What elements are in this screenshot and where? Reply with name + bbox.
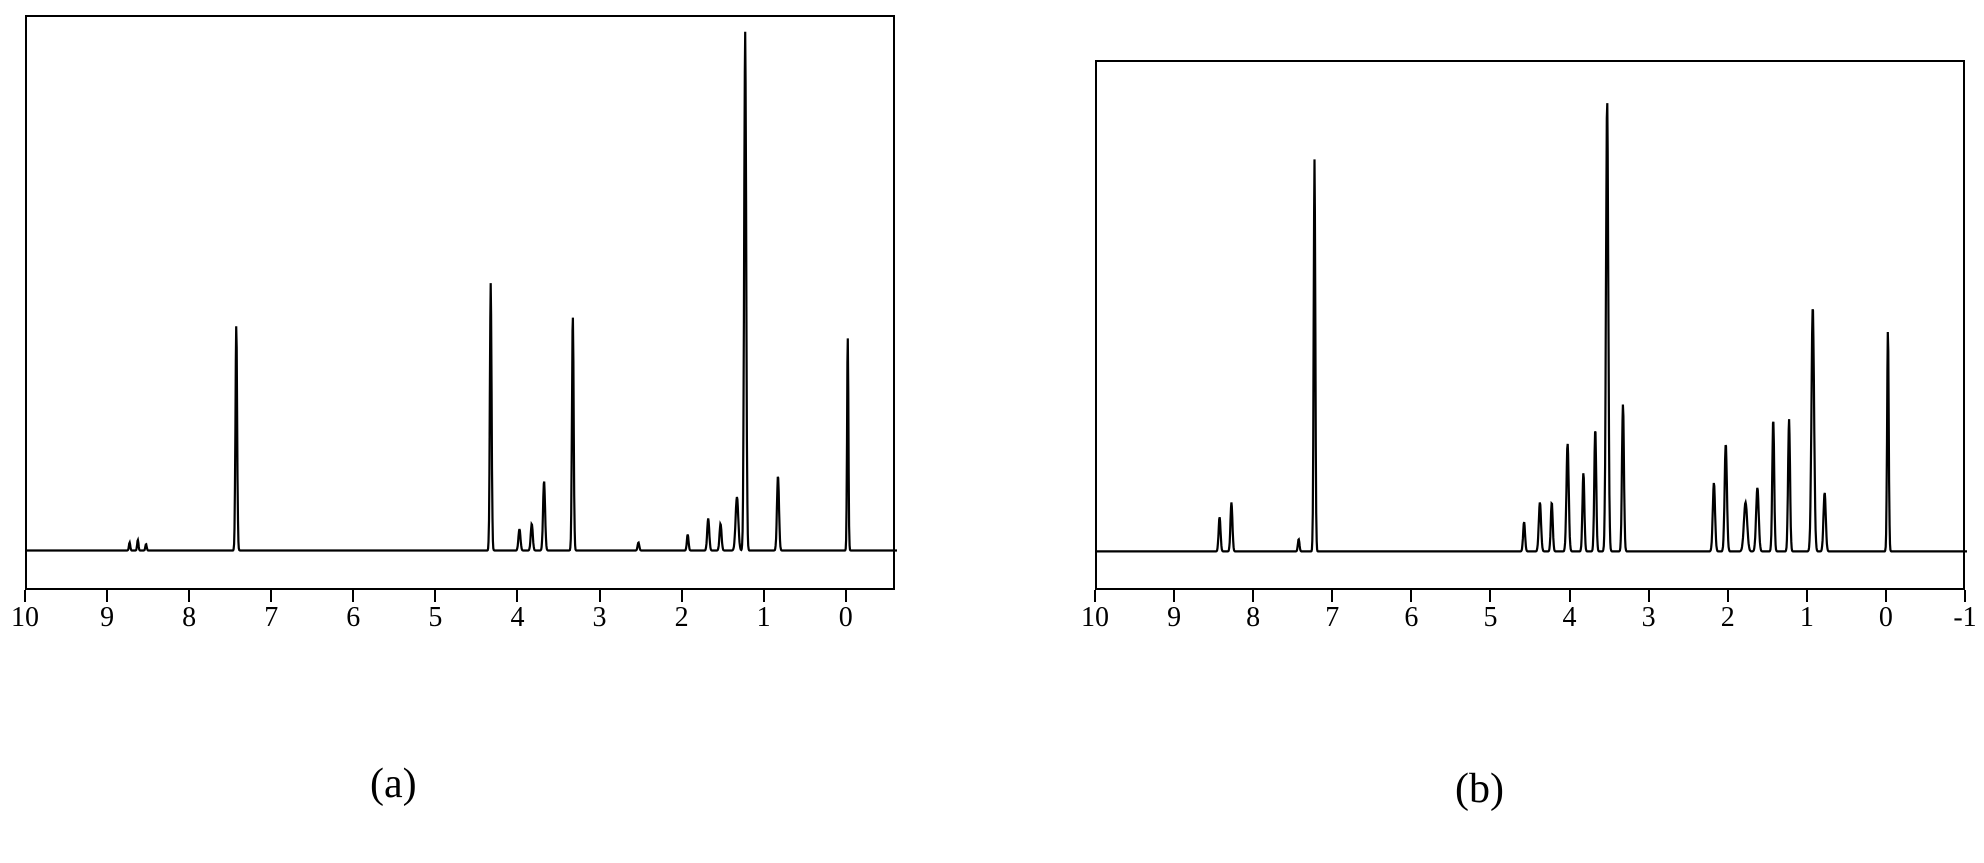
plot-box-b [1095, 60, 1965, 590]
axis-tick-label: 6 [1404, 602, 1418, 634]
spectrum-b [1097, 62, 1967, 592]
axis-tick-label: 3 [1642, 602, 1656, 634]
axis-tick-label: 0 [839, 602, 853, 634]
axis-tick-label: 5 [1483, 602, 1497, 634]
axis-tick-label: 8 [182, 602, 196, 634]
plot-box-a [25, 15, 895, 590]
axis-tick-label: 2 [1721, 602, 1735, 634]
axis-tick-label: 10 [1081, 602, 1109, 634]
axis-tick-label: 1 [1800, 602, 1814, 634]
axis-tick-label: 7 [1325, 602, 1339, 634]
axis-tick-label: 5 [428, 602, 442, 634]
axis-tick-label: 10 [11, 602, 39, 634]
axis-tick-label: 9 [100, 602, 114, 634]
axis-tick-label: 3 [593, 602, 607, 634]
axis-tick-label: 8 [1246, 602, 1260, 634]
axis-tick-label: -1 [1953, 602, 1976, 634]
caption-a: (a) [370, 760, 417, 808]
axis-tick-label: 0 [1879, 602, 1893, 634]
axis-tick-label: 4 [510, 602, 524, 634]
spectrum-a [27, 17, 897, 592]
axis-tick-label: 6 [346, 602, 360, 634]
axis-tick-label: 2 [675, 602, 689, 634]
caption-b: (b) [1455, 765, 1504, 813]
axis-tick-label: 9 [1167, 602, 1181, 634]
axis-tick-label: 4 [1563, 602, 1577, 634]
axis-tick-label: 7 [264, 602, 278, 634]
axis-tick-label: 1 [757, 602, 771, 634]
